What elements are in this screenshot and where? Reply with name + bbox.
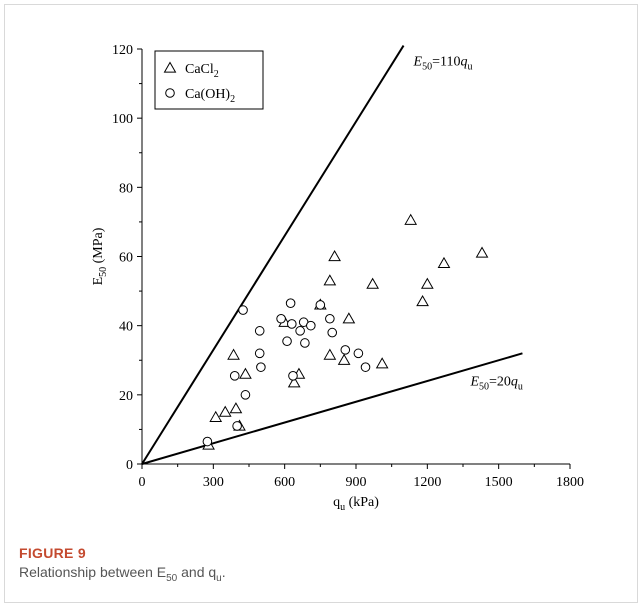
cacl2-point	[209, 410, 223, 422]
y-tick-label: 100	[112, 112, 133, 127]
cacl2-point	[227, 348, 240, 360]
y-tick-label: 60	[119, 251, 133, 266]
reference-line-label: E50=110qu	[413, 55, 473, 73]
scatter-chart: 0 300 600 900 1200 1500 1800 0 20 40 60 80 100 120 qu …	[91, 43, 584, 513]
cacl2-point	[342, 312, 356, 324]
y-tick-label: 120	[112, 43, 133, 58]
x-tick-label: 900	[346, 475, 367, 490]
caoh2-point	[327, 327, 338, 338]
caoh2-point	[282, 336, 292, 347]
caoh2-point	[229, 371, 240, 381]
legend-marker	[163, 61, 177, 73]
cacl2-point	[375, 357, 389, 369]
caoh2-point	[254, 348, 265, 359]
y-axis-label: E50 (MPa)	[91, 227, 109, 285]
cacl2-point	[337, 353, 351, 365]
caoh2-point	[340, 345, 351, 355]
x-tick-label: 1200	[413, 475, 441, 490]
legend-label: Ca(OH)2	[185, 87, 235, 105]
figure-frame: 0 300 600 900 1200 1500 1800 0 20 40 60 80 100 120 qu …	[4, 4, 638, 603]
caption-text-part: .	[221, 564, 226, 580]
cacl2-point	[287, 376, 301, 388]
caoh2-point	[288, 371, 298, 381]
figure-caption: FIGURE 9 Relationship between E50 and qu…	[19, 545, 226, 584]
caoh2-point	[256, 362, 266, 372]
cacl2-point	[416, 294, 429, 307]
cacl2-point	[323, 274, 337, 286]
caoh2-point	[295, 326, 305, 336]
cacl2-point	[218, 405, 232, 417]
y-tick-label: 0	[126, 458, 133, 473]
cacl2-point	[404, 213, 418, 225]
x-tick-label: 600	[274, 475, 295, 490]
caption-text-part: Relationship between E	[19, 564, 167, 580]
caoh2-point	[202, 436, 213, 447]
cacl2-point	[323, 348, 337, 360]
caption-text-part: and q	[177, 564, 217, 580]
x-axis-label: qu (kPa)	[333, 495, 379, 513]
reference-line-label: E50=20qu	[469, 374, 522, 392]
reference-line	[141, 352, 523, 465]
caoh2-point	[285, 298, 296, 308]
caoh2-point	[238, 305, 248, 315]
x-tick-label: 1500	[485, 475, 513, 490]
cacl2-point	[328, 249, 341, 262]
cacl2-point	[475, 246, 489, 258]
cacl2-point	[239, 367, 252, 379]
reference-line	[141, 45, 405, 465]
caoh2-point	[276, 313, 286, 324]
caption-text-sub: 50	[166, 572, 178, 584]
caoh2-point	[325, 313, 335, 324]
caoh2-point	[353, 348, 364, 359]
cacl2-point	[420, 277, 434, 289]
caoh2-point	[300, 338, 310, 348]
caption-label: FIGURE 9	[19, 545, 86, 561]
cacl2-point	[366, 277, 380, 289]
x-tick-label: 300	[203, 475, 224, 490]
legend-marker	[165, 88, 175, 98]
y-tick-label: 40	[119, 320, 133, 335]
caoh2-point	[360, 362, 371, 372]
caoh2-point	[315, 300, 326, 310]
legend-label: CaCl2	[185, 62, 219, 80]
caoh2-point	[254, 326, 265, 336]
caption-text: Relationship between E50 and qu.	[19, 564, 226, 584]
cacl2-point	[229, 402, 243, 414]
caption-text-sub: u	[216, 572, 222, 584]
caoh2-point	[306, 320, 316, 331]
cacl2-point	[437, 256, 451, 269]
caoh2-point	[232, 421, 242, 431]
caoh2-point	[287, 319, 297, 329]
x-tick-label: 0	[139, 475, 146, 490]
legend-box	[154, 50, 264, 110]
y-tick-label: 20	[119, 389, 133, 404]
x-tick-label: 1800	[556, 475, 584, 490]
caoh2-point	[240, 390, 251, 400]
y-tick-label: 80	[119, 181, 133, 196]
